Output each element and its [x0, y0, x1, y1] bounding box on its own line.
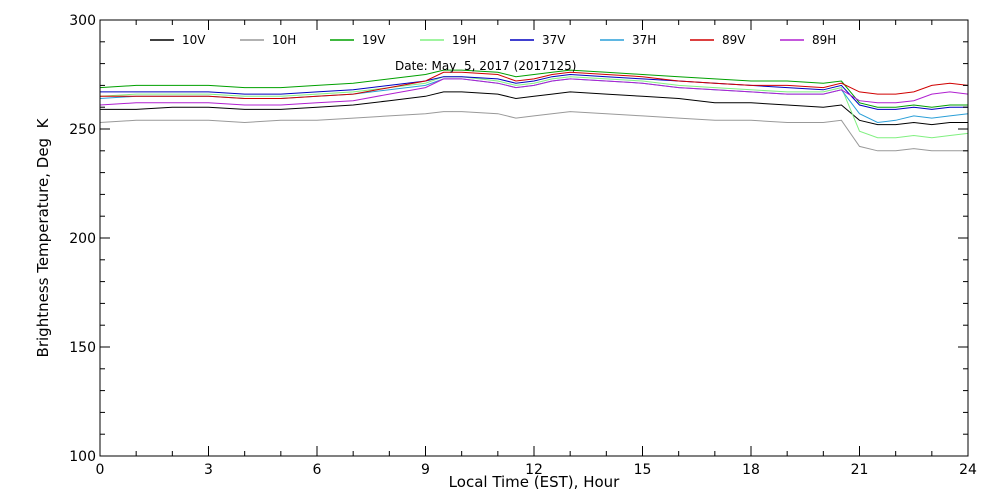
series-line-37v [100, 73, 968, 110]
x-tick-label: 12 [525, 462, 543, 478]
plot-marks [99, 69, 969, 152]
x-tick-label: 24 [959, 462, 977, 478]
y-tick-label: 100 [69, 449, 96, 465]
legend: 10V 10H 19V 19H 37V 37H 89V 89H [150, 33, 836, 47]
y-tick-label: 250 [69, 122, 96, 138]
date-annotation: Date: May 5, 2017 (2017125) [395, 59, 576, 73]
series-line-89v [100, 71, 969, 99]
series-line-10v [100, 91, 968, 126]
x-tick-label: 21 [851, 462, 869, 478]
series-line-19h [99, 76, 969, 139]
axis-ticks: 0 3 6 9 12 15 18 21 24 100 150 200 250 300 [69, 13, 977, 478]
x-tick-label: 9 [421, 462, 430, 478]
y-tick-label: 150 [69, 340, 96, 356]
legend-label-10v: 10V [182, 33, 206, 47]
legend-label-10h: 10H [272, 33, 296, 47]
series-line-89h [99, 78, 969, 106]
x-tick-label: 15 [634, 462, 652, 478]
legend-label-89h: 89H [812, 33, 836, 47]
y-tick-label: 200 [69, 231, 96, 247]
x-tick-label: 6 [313, 462, 322, 478]
legend-label-37v: 37V [542, 33, 566, 47]
x-tick-label: 0 [96, 462, 105, 478]
series-line-19v [99, 69, 968, 108]
legend-label-89v: 89V [722, 33, 746, 47]
x-tick-label: 3 [204, 462, 213, 478]
legend-label-19v: 19V [362, 33, 386, 47]
x-tick-label: 18 [742, 462, 760, 478]
series-line-10h [99, 111, 968, 152]
legend-label-37h: 37H [632, 33, 656, 47]
y-tick-label: 300 [69, 13, 96, 29]
legend-label-19h: 19H [452, 33, 476, 47]
y-axis-title: Brightness Temperature, Deg K [34, 117, 52, 357]
x-axis-title: Local Time (EST), Hour [449, 473, 620, 491]
